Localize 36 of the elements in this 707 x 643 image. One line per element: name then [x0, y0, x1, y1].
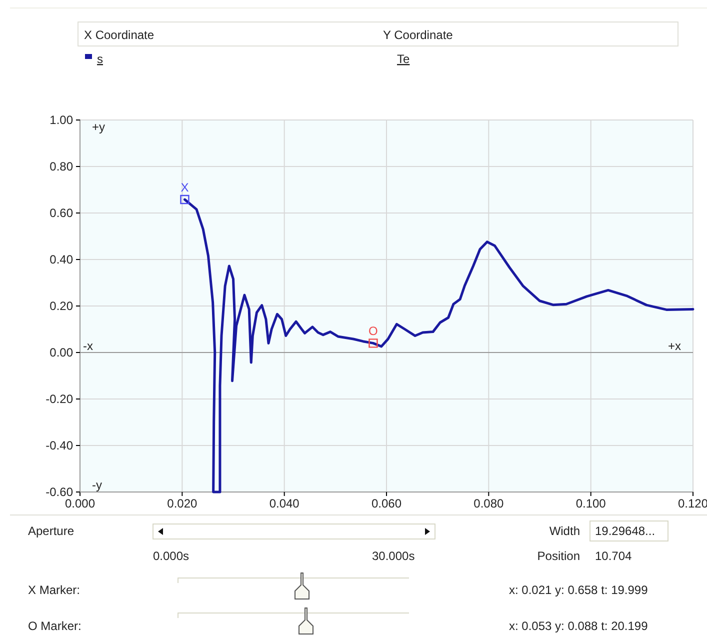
y-tick-label: 0.40 — [50, 252, 74, 266]
annotation: -x — [83, 339, 93, 353]
x-tick-label: 0.100 — [576, 496, 606, 511]
annotation: O — [368, 324, 378, 338]
y-tick-label: 0.60 — [50, 206, 74, 220]
text: x: 0.053 y: 0.088 t: 20.199 — [509, 619, 648, 633]
text: O Marker: — [28, 619, 82, 633]
text: 19.29648... — [595, 524, 656, 538]
text: Aperture — [28, 524, 74, 538]
y-tick-label: 0.80 — [50, 159, 74, 174]
annotation: +y — [92, 120, 106, 134]
annotation: +x — [668, 339, 682, 353]
text: Y Coordinate — [383, 28, 454, 42]
y-tick-label: 1.00 — [50, 112, 74, 127]
x-tick-label: 0.060 — [371, 496, 402, 511]
text: 30.000s — [372, 549, 415, 563]
y-tick-label: -0.60 — [46, 484, 74, 499]
x-tick-label: 0.040 — [269, 496, 300, 511]
legend-label: s — [97, 52, 103, 66]
text: 10.704 — [595, 549, 632, 563]
y-tick-label: -0.20 — [46, 392, 74, 406]
text: X Coordinate — [84, 28, 154, 42]
text: Position — [537, 549, 580, 563]
y-tick-label: -0.40 — [46, 438, 74, 452]
x-tick-label: 0.000 — [64, 496, 96, 511]
text: 0.000s — [153, 549, 190, 563]
x-tick-label: 0.080 — [474, 496, 504, 511]
annotation: -y — [92, 478, 102, 492]
annotation: X — [180, 180, 189, 195]
x-tick-label: 0.020 — [167, 496, 198, 511]
y-tick-label: 0.00 — [50, 345, 74, 360]
text: Width — [549, 524, 580, 538]
text: Te — [397, 52, 410, 66]
text: x: 0.021 y: 0.658 t: 19.999 — [509, 583, 648, 597]
text: X Marker: — [28, 583, 80, 597]
y-tick-label: 0.20 — [50, 298, 74, 313]
